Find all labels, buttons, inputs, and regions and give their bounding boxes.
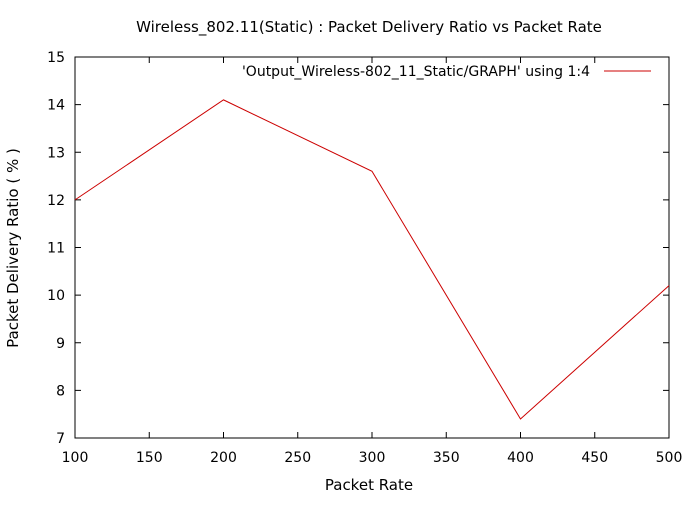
y-tick-label-11: 11: [47, 241, 65, 257]
plot-frame: [74, 56, 670, 439]
axis-ticks: 100 150 200 250 300 350 400 450 500 7 8 9 10 11 12 13 14…: [47, 50, 682, 466]
y-tick-label-10: 10: [47, 288, 65, 304]
y-tick-label-12: 12: [47, 193, 65, 209]
legend-label: 'Output_Wireless-802_11_Static/GRAPH' us…: [242, 64, 590, 80]
x-tick-label-350: 350: [433, 450, 460, 466]
x-tick-label-150: 150: [136, 450, 163, 466]
y-tick-label-7: 7: [56, 431, 65, 447]
x-axis-label: Packet Rate: [325, 476, 413, 494]
x-tick-label-400: 400: [507, 450, 534, 466]
y-tick-label-15: 15: [47, 50, 65, 66]
x-tick-label-500: 500: [656, 450, 683, 466]
y-tick-label-13: 13: [47, 145, 65, 161]
y-tick-label-14: 14: [47, 98, 65, 114]
legend: 'Output_Wireless-802_11_Static/GRAPH' us…: [242, 64, 651, 80]
x-tick-label-250: 250: [284, 450, 311, 466]
x-tick-label-300: 300: [359, 450, 386, 466]
x-tick-label-100: 100: [62, 450, 89, 466]
x-tick-label-450: 450: [581, 450, 608, 466]
series-layer: [74, 99, 670, 420]
y-tick-label-8: 8: [56, 383, 65, 399]
series-line-0: [74, 99, 670, 420]
x-tick-label-200: 200: [210, 450, 237, 466]
y-axis-label: Packet Delivery Ratio ( % ): [4, 148, 22, 348]
y-tick-label-9: 9: [56, 336, 65, 352]
chart-title: Wireless_802.11(Static) : Packet Deliver…: [136, 18, 602, 37]
